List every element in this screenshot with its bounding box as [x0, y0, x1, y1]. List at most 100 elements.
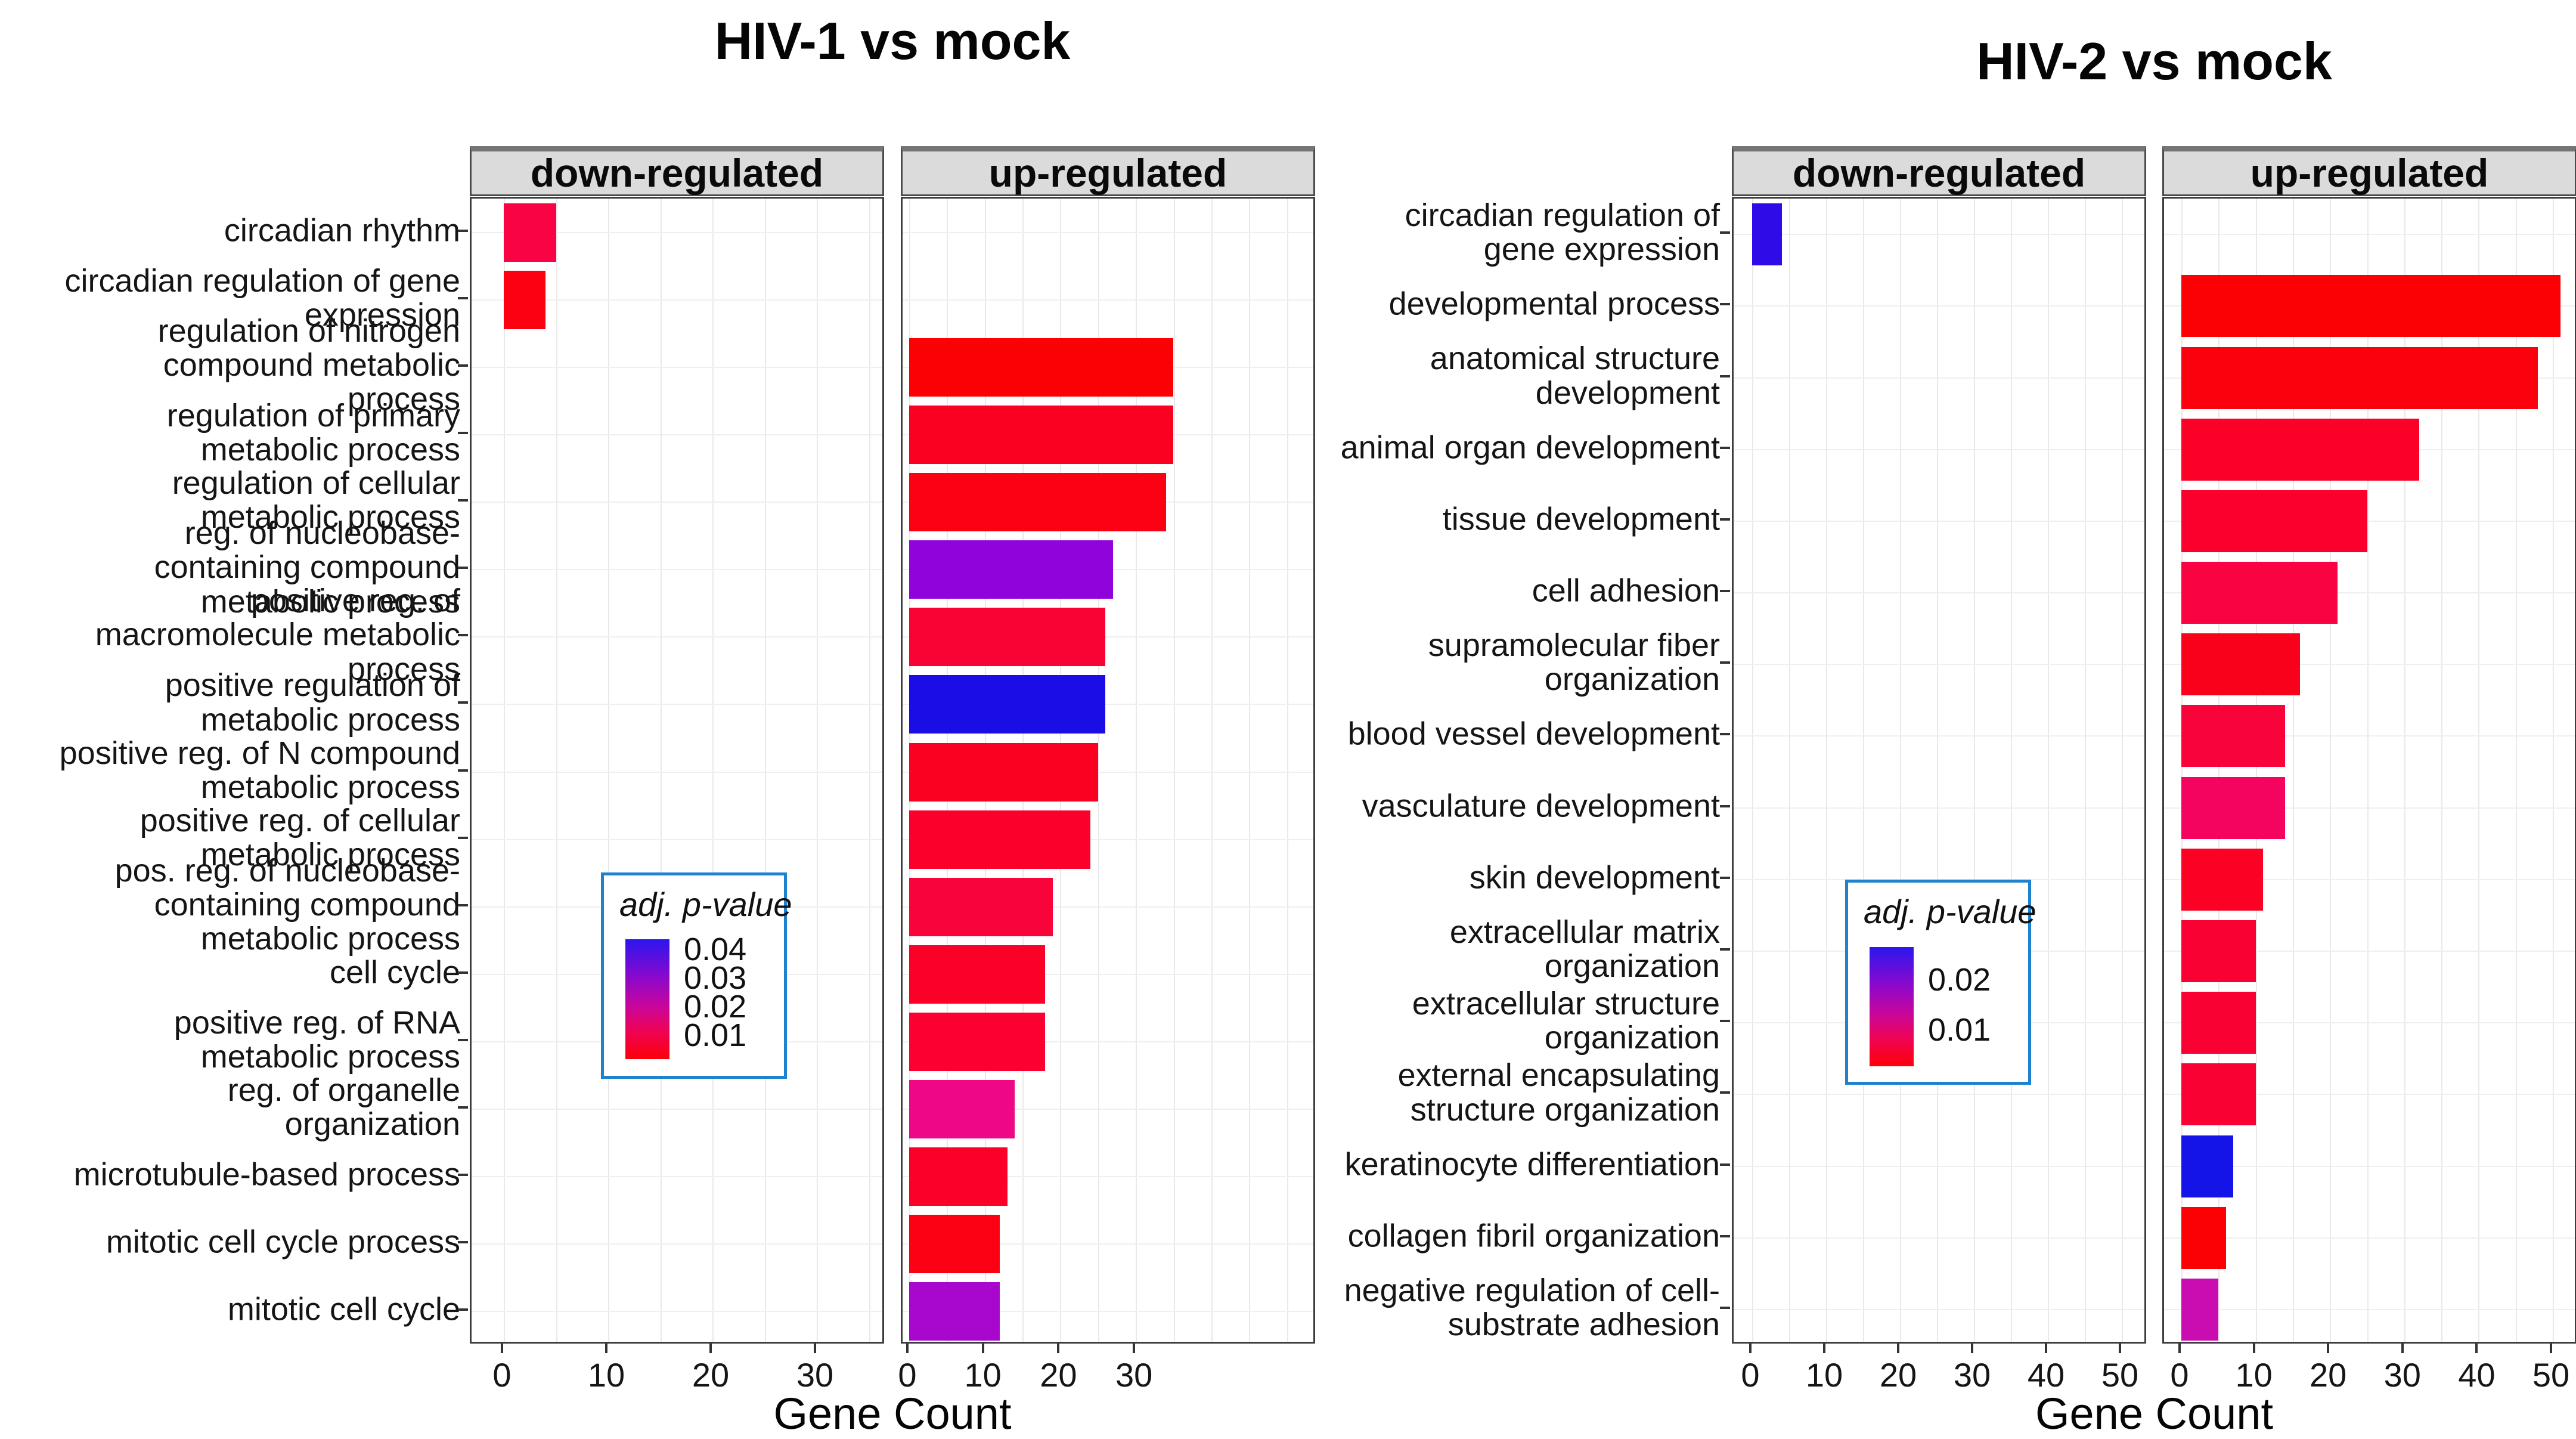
x-axis-tick-label: 30 [1953, 1356, 1991, 1394]
gridline-vertical [2292, 199, 2294, 1342]
gridline-horizontal [1734, 234, 2144, 236]
gridline-horizontal [903, 704, 1313, 705]
x-axis-tick-label: 10 [2235, 1356, 2273, 1394]
gridline-vertical [2553, 199, 2554, 1342]
gene-count-bar [909, 1147, 1008, 1206]
gridline-vertical [608, 199, 609, 1342]
gridline-horizontal [903, 299, 1313, 301]
y-axis-label: positive reg. of N compound metabolic pr… [59, 735, 460, 805]
gene-count-bar [2181, 1135, 2234, 1197]
gridline-horizontal [2164, 1022, 2575, 1024]
gridline-vertical [1173, 199, 1175, 1342]
gridline-vertical [2478, 199, 2480, 1342]
gridline-horizontal [472, 1243, 882, 1245]
gridline-horizontal [1734, 377, 2144, 379]
gridline-vertical [1136, 199, 1137, 1342]
y-axis-tick [458, 769, 468, 772]
gene-count-bar [909, 540, 1114, 599]
gridline-horizontal [2164, 1094, 2575, 1096]
y-axis-tick [458, 1039, 468, 1041]
x-axis-tick [981, 1344, 984, 1353]
gene-count-bar [504, 270, 545, 329]
y-axis-tick [1720, 804, 1730, 807]
x-axis-tick [1897, 1344, 1899, 1353]
gridline-vertical [1098, 199, 1099, 1342]
panel-down [1732, 197, 2146, 1344]
x-axis-tick-label: 10 [587, 1356, 625, 1394]
x-axis-tick [2475, 1344, 2478, 1353]
gridline-vertical [2441, 199, 2443, 1342]
y-axis-tick [458, 1106, 468, 1109]
chart-title: HIV-2 vs mock [1976, 32, 2332, 91]
y-axis-label: circadian regulation of gene expression [1405, 197, 1720, 268]
gridline-horizontal [2164, 735, 2575, 737]
gene-count-bar [2181, 705, 2286, 768]
x-axis-tick-label: 30 [1115, 1356, 1153, 1394]
y-axis-tick [458, 836, 468, 839]
facet-down-regulated: down-regulated 0 10 20 30 40 50 [1720, 146, 2146, 1394]
gene-count-bar [2181, 490, 2367, 552]
x-axis-tick-label: 40 [2027, 1356, 2065, 1394]
y-axis-label: reg. of organelle organization [227, 1072, 460, 1143]
x-axis-tick [814, 1344, 816, 1353]
y-axis-tick [1720, 876, 1730, 879]
x-axis-tick-label: 10 [964, 1356, 1002, 1394]
gene-count-bar [909, 810, 1091, 869]
x-axis-tick-label: 30 [796, 1356, 834, 1394]
gene-count-bar [2181, 1063, 2256, 1126]
gridline-horizontal [903, 1109, 1313, 1110]
y-axis-tick [1720, 303, 1730, 306]
gridline-horizontal [1734, 1237, 2144, 1239]
gridline-horizontal [903, 838, 1313, 840]
gridline-horizontal [472, 1311, 882, 1313]
x-axis-tick-label: 0 [1741, 1356, 1760, 1394]
gridline-vertical [869, 199, 870, 1342]
x-axis-down: 0 10 20 30 [470, 1344, 884, 1403]
gridline-horizontal [903, 1243, 1313, 1245]
gridline-horizontal [2164, 1165, 2575, 1167]
x-axis-tick [1971, 1344, 1973, 1353]
gridline-horizontal [1734, 1094, 2144, 1096]
gene-count-bar [2181, 1278, 2219, 1341]
y-axis-label: positive reg. of macromolecule metabolic… [95, 583, 460, 687]
gene-count-bar [2181, 848, 2264, 911]
gridline-horizontal [1734, 1308, 2144, 1310]
pvalue-legend: adj. p-value 0.02 0.01 [1845, 880, 2036, 1085]
gridline-horizontal [2164, 234, 2575, 236]
gridline-vertical [2404, 199, 2405, 1342]
gridline-vertical [2515, 199, 2517, 1342]
y-axis-label: vasculature development [1362, 787, 1720, 824]
y-axis-tick [458, 1241, 468, 1244]
gridline-horizontal [472, 1109, 882, 1110]
y-axis-label: supramolecular fiber organization [1428, 627, 1720, 698]
gridline-horizontal [2164, 1308, 2575, 1310]
x-axis-tick-label: 50 [2532, 1356, 2570, 1394]
gridline-horizontal [903, 771, 1313, 773]
x-axis-tick [2252, 1344, 2255, 1353]
x-axis-tick [2550, 1344, 2552, 1353]
panel-up [901, 197, 1315, 1344]
gridline-horizontal [903, 1176, 1313, 1178]
x-axis-tick [1823, 1344, 1825, 1353]
gene-count-bar [909, 1215, 1000, 1274]
facet-strip-down: down-regulated [1732, 146, 2146, 196]
legend-value-label: 0.01 [1928, 1012, 1991, 1048]
y-axis-label: reg. of nucleobase-containing compound m… [154, 515, 460, 620]
gridline-horizontal [1734, 448, 2144, 450]
chart-title: HIV-1 vs mock [714, 11, 1071, 70]
y-axis-tick [458, 364, 468, 367]
y-axis-labels: circadian regulation of gene expression d… [1329, 197, 1725, 1344]
x-axis-tick-label: 0 [898, 1356, 917, 1394]
gene-count-bar [2181, 633, 2301, 696]
gridline-vertical [1789, 199, 1790, 1342]
x-axis-down: 0 10 20 30 40 50 [1732, 1344, 2146, 1403]
y-axis-label: regulation of primary metabolic process [166, 397, 460, 468]
gene-count-bar [909, 1013, 1046, 1071]
y-axis-tick [1720, 661, 1730, 664]
y-axis-tick [1720, 733, 1730, 736]
y-axis-tick [1720, 446, 1730, 449]
gridline-horizontal [2164, 592, 2575, 593]
gene-count-bar [504, 203, 556, 262]
gridline-horizontal [472, 434, 882, 435]
